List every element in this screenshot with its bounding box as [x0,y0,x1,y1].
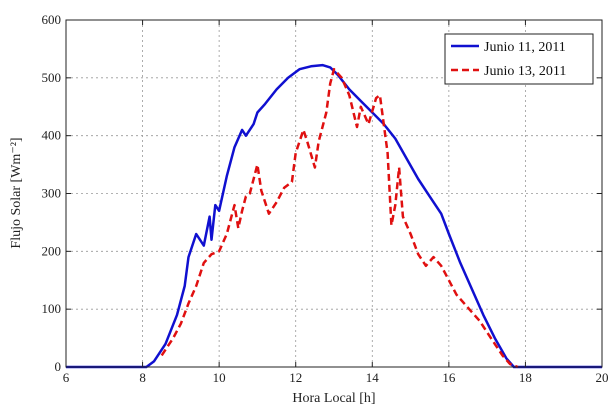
x-tick-label: 8 [139,370,146,385]
x-tick-label: 10 [213,370,226,385]
y-tick-label: 0 [55,359,62,374]
x-axis-ticks: 6 8 10 12 14 16 18 20 [63,20,609,385]
y-axis-ticks: 0 100 200 300 400 500 600 [42,12,602,374]
y-tick-label: 500 [42,70,62,85]
x-tick-label: 14 [366,370,380,385]
x-axis-label: Hora Local [h] [292,391,375,406]
y-tick-label: 200 [42,243,62,258]
legend-label-2: Junio 13, 2011 [484,64,566,79]
legend-box [444,33,594,85]
x-tick-label: 18 [519,370,532,385]
y-tick-label: 400 [42,128,62,143]
y-tick-label: 300 [42,186,62,201]
series-line-1 [66,63,602,369]
x-tick-label: 12 [289,370,302,385]
x-tick-label: 6 [63,370,70,385]
series-line-2 [160,67,519,369]
legend-label-1: Junio 11, 2011 [484,40,566,55]
x-tick-label: 20 [596,370,609,385]
legend: Junio 11, 2011 Junio 13, 2011 [444,33,594,85]
y-tick-label: 100 [42,301,62,316]
series-layer [66,63,602,369]
x-tick-label: 16 [442,370,456,385]
y-axis-label: Flujo Solar [Wm⁻²] [9,137,24,248]
y-tick-label: 600 [42,12,62,27]
